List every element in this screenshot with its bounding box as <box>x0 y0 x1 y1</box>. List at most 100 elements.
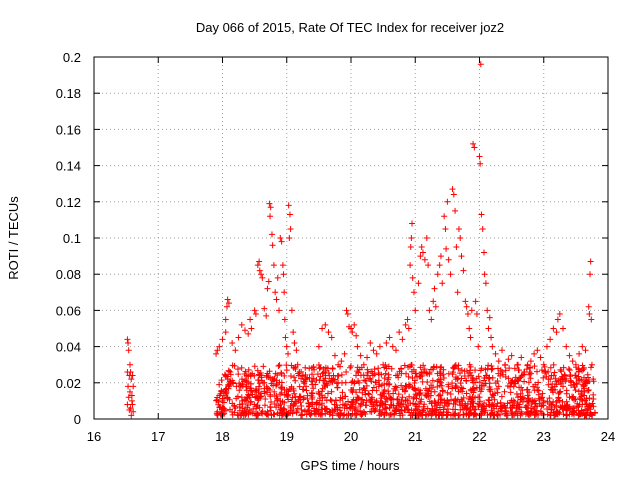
data-point <box>481 377 488 384</box>
data-point <box>318 392 325 399</box>
data-point <box>300 394 307 401</box>
data-point <box>443 245 450 252</box>
data-point <box>488 401 495 408</box>
data-point <box>247 385 254 392</box>
data-point <box>287 372 294 379</box>
data-point <box>322 321 329 328</box>
data-point <box>240 410 247 417</box>
data-point <box>291 374 298 381</box>
data-point <box>128 392 135 399</box>
data-point <box>379 392 386 399</box>
data-point <box>570 405 577 412</box>
data-point <box>447 390 454 397</box>
data-point <box>407 412 414 419</box>
y-tick-label: 0.06 <box>56 303 81 318</box>
data-point <box>266 200 273 207</box>
data-point <box>239 376 246 383</box>
data-point <box>247 371 254 378</box>
data-point <box>498 393 505 400</box>
data-point <box>432 411 439 418</box>
data-point <box>370 405 377 412</box>
data-point <box>245 392 252 399</box>
data-point <box>429 377 436 384</box>
data-point <box>537 354 544 361</box>
data-point <box>276 362 283 369</box>
data-point <box>273 296 280 303</box>
data-point <box>219 336 226 343</box>
data-point <box>437 396 444 403</box>
data-point <box>540 374 547 381</box>
data-point <box>414 373 421 380</box>
data-point <box>126 361 133 368</box>
data-point <box>555 377 562 384</box>
data-point <box>556 311 563 318</box>
data-point <box>254 262 261 269</box>
data-point <box>521 371 528 378</box>
data-point <box>229 411 236 418</box>
data-point <box>274 274 281 281</box>
data-point <box>361 377 368 384</box>
data-point <box>435 376 442 383</box>
data-point <box>262 395 269 402</box>
data-point <box>315 411 322 418</box>
data-point <box>501 388 508 395</box>
data-point <box>277 235 284 241</box>
data-point <box>534 402 541 409</box>
data-point <box>582 347 589 354</box>
data-point <box>425 393 432 400</box>
data-point <box>281 386 288 393</box>
data-point <box>502 373 509 380</box>
data-point <box>216 381 223 388</box>
data-point <box>470 140 477 147</box>
data-point <box>492 350 499 357</box>
data-point <box>368 396 375 403</box>
data-point <box>563 343 570 350</box>
data-point <box>417 390 424 397</box>
data-point <box>227 369 234 376</box>
data-point <box>416 410 423 417</box>
data-point <box>592 409 599 416</box>
data-point <box>356 379 363 386</box>
data-point <box>314 407 321 414</box>
data-point <box>270 262 277 269</box>
data-point <box>253 403 260 410</box>
data-point <box>428 400 435 407</box>
data-point <box>248 325 255 332</box>
data-point <box>509 377 516 384</box>
data-point <box>278 238 285 245</box>
data-point <box>511 365 518 372</box>
data-point <box>410 289 417 296</box>
data-point <box>582 406 589 413</box>
data-point <box>271 388 278 395</box>
data-point <box>288 362 295 369</box>
data-point <box>367 339 374 346</box>
data-point <box>351 321 358 328</box>
data-point <box>452 376 459 383</box>
data-point <box>553 402 560 409</box>
data-point <box>260 363 267 370</box>
data-point <box>216 343 223 350</box>
data-point <box>247 399 254 406</box>
data-point <box>224 376 231 383</box>
data-point <box>553 329 560 336</box>
data-point <box>481 409 488 416</box>
data-point <box>494 385 501 392</box>
data-point <box>220 405 227 412</box>
data-point <box>243 398 250 405</box>
data-point <box>587 271 594 278</box>
data-point <box>385 390 392 397</box>
data-point <box>275 363 282 370</box>
grid-lines <box>94 57 608 419</box>
data-point <box>521 378 528 385</box>
data-point <box>313 376 320 383</box>
data-point <box>263 372 270 379</box>
data-point <box>519 394 526 401</box>
data-point <box>561 402 568 409</box>
data-point <box>306 410 313 417</box>
data-point <box>578 393 585 400</box>
data-point <box>376 343 383 350</box>
y-tick-label: 0.2 <box>63 50 81 65</box>
data-point <box>454 289 461 296</box>
data-point <box>572 372 579 379</box>
